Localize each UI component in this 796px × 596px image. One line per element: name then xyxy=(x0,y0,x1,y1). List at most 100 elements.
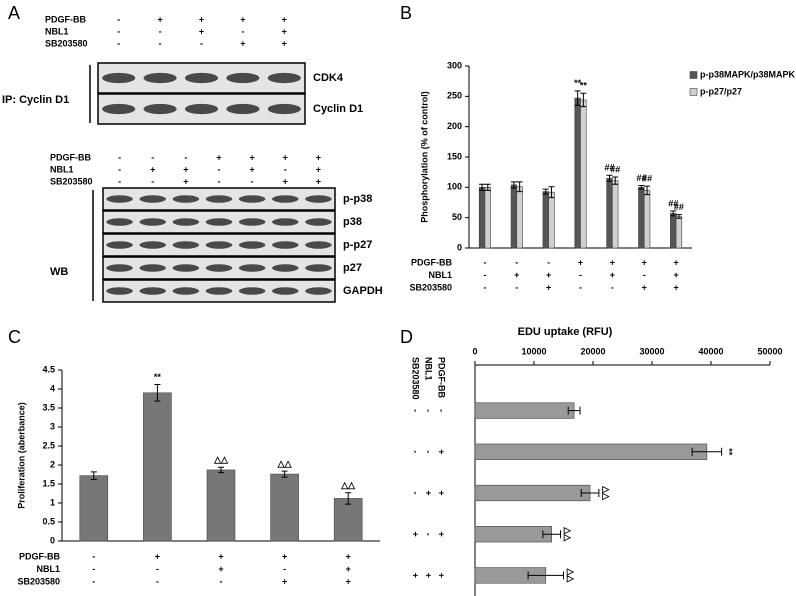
treatment-sign: + xyxy=(546,270,551,280)
treatment-sign: + xyxy=(218,551,223,561)
y-axis-label: Proliferation (aberbance) xyxy=(16,402,26,509)
bar xyxy=(612,180,619,249)
treatment-sign: + xyxy=(283,176,288,186)
treatment-sign: + xyxy=(411,573,421,578)
x-tick-label: 20000 xyxy=(580,346,605,356)
treatment-sign: + xyxy=(199,26,204,36)
bar xyxy=(548,191,555,249)
treatment-sign: + xyxy=(346,576,351,586)
blot-band xyxy=(143,72,177,84)
annotation: ## xyxy=(668,198,678,208)
treatment-sign: - xyxy=(483,270,486,280)
bar xyxy=(638,187,645,249)
x-tick-label: 10000 xyxy=(521,346,546,356)
treatment-sign: + xyxy=(316,152,321,162)
y-axis-label: Phosphorylation (% of control) xyxy=(419,91,429,223)
treatment-sign: + xyxy=(411,532,421,537)
treatment-sign: + xyxy=(437,449,447,454)
treatment-sign: + xyxy=(216,152,221,162)
y-tick-label: 150 xyxy=(447,151,462,161)
blot-band xyxy=(172,287,200,295)
error-bar xyxy=(90,471,97,480)
legend-swatch xyxy=(689,88,698,96)
error-bar xyxy=(542,188,549,195)
bar xyxy=(606,177,613,249)
error-bar xyxy=(542,530,562,539)
bar xyxy=(270,473,299,542)
bar xyxy=(542,191,549,249)
blot-band xyxy=(205,241,233,249)
blot-band xyxy=(102,72,136,84)
y-tick-label: 4 xyxy=(50,383,55,393)
treatment-sign: - xyxy=(118,164,121,174)
blot-band xyxy=(238,264,266,272)
treatment-sign: - xyxy=(579,282,582,292)
annotation: ## xyxy=(604,163,614,173)
blot-band xyxy=(106,287,133,295)
annotation: △△ xyxy=(340,480,356,490)
bar xyxy=(484,187,491,249)
blot-band xyxy=(305,264,332,272)
treatment-name: SB203580 xyxy=(17,576,60,586)
error-bar xyxy=(281,470,288,478)
treatment-sign: - xyxy=(220,576,223,586)
blot-band xyxy=(106,264,133,272)
treatment-sign: + xyxy=(514,270,519,280)
treatment-sign: + xyxy=(437,490,447,495)
annotation: △△ xyxy=(213,455,229,465)
treatment-sign: + xyxy=(250,152,255,162)
y-tick-label: 50 xyxy=(452,212,462,222)
error-bar xyxy=(218,466,224,474)
blot-band xyxy=(205,195,233,203)
bar xyxy=(474,443,708,460)
treatment-sign: - xyxy=(218,164,221,174)
blot-side-label: IP: Cyclin D1 xyxy=(2,94,69,106)
error-bar xyxy=(670,210,677,217)
treatment-sign: + xyxy=(346,551,351,561)
x-tick-label: 40000 xyxy=(698,346,723,356)
error-bar xyxy=(580,92,587,108)
treatment-name: NBL1 xyxy=(36,564,60,574)
error-bar xyxy=(345,492,352,505)
treatment-sign: - xyxy=(92,564,95,574)
blot-band xyxy=(205,287,233,295)
panel-label: D xyxy=(400,327,413,347)
y-tick-label: 2.5 xyxy=(42,440,55,450)
y-tick-label: 0 xyxy=(457,242,462,252)
y-tick-label: 0.5 xyxy=(42,516,55,526)
treatment-sign: - xyxy=(483,257,486,267)
x-tick-label: 0 xyxy=(472,346,477,356)
error-bar xyxy=(484,183,491,191)
treatment-sign: + xyxy=(642,282,647,292)
treatment-sign: - xyxy=(92,551,95,561)
annotation: ** xyxy=(580,81,588,91)
treatment-sign: - xyxy=(200,38,203,48)
treatment-sign: + xyxy=(240,14,245,24)
treatment-sign: - xyxy=(547,257,550,267)
treatment-sign: + xyxy=(424,573,434,578)
treatment-sign: + xyxy=(673,257,678,267)
blot-band xyxy=(184,72,219,84)
treatment-sign: + xyxy=(673,282,678,292)
blot-label: CDK4 xyxy=(313,72,344,84)
x-tick-label: 50000 xyxy=(757,346,782,356)
blot-band xyxy=(106,241,133,249)
error-bar xyxy=(154,383,161,402)
error-bar xyxy=(644,185,651,196)
annotation: △△ xyxy=(563,526,573,542)
panel-label: C xyxy=(8,327,21,347)
error-bar xyxy=(675,214,682,219)
treatment-name: NBL1 xyxy=(45,26,69,36)
error-bar xyxy=(516,181,523,193)
y-tick-label: 2 xyxy=(50,459,55,469)
blot-band xyxy=(226,72,260,84)
y-tick-label: 3.5 xyxy=(42,402,55,412)
blot-band xyxy=(143,103,177,115)
treatment-sign: + xyxy=(282,26,287,36)
blot-band xyxy=(305,241,332,249)
treatment-sign: - xyxy=(284,164,287,174)
treatment-sign: - xyxy=(159,26,162,36)
treatment-sign: - xyxy=(117,38,120,48)
panel-label: A xyxy=(8,3,20,23)
blot-band xyxy=(205,264,233,272)
